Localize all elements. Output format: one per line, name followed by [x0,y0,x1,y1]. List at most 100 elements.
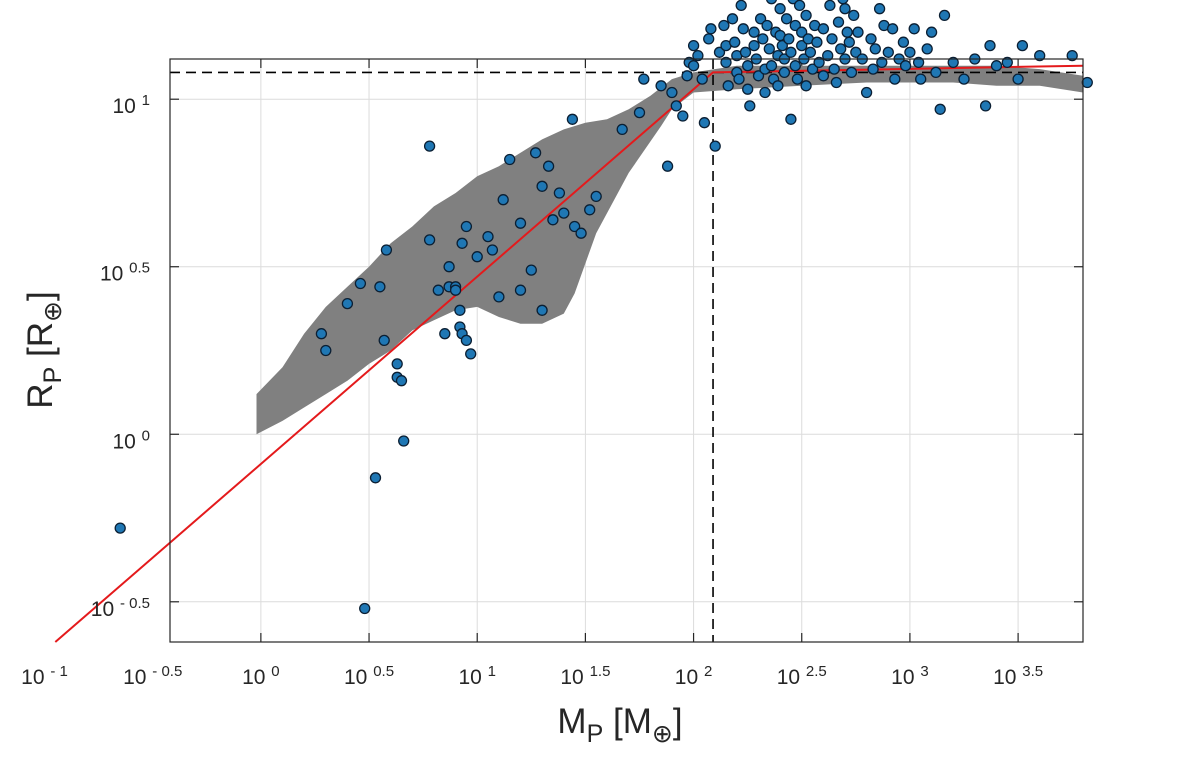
data-point [737,23,749,35]
data-point [553,187,566,199]
data-point [536,304,548,316]
y-tick-exponent: 0 [142,427,150,444]
data-point [839,3,851,15]
data-point [793,0,806,12]
grid-lines [170,59,1083,642]
y-tick-base: 10 [112,95,141,118]
y-axis-label: RP [R⊕] [21,291,67,408]
data-point [341,297,354,310]
data-point [584,204,596,216]
y-tick-label: 10 0 [112,427,150,453]
data-point [320,344,332,357]
data-point [759,86,771,99]
data-point [748,26,760,38]
data-point [471,251,483,263]
y-tick-label: 10 1 [112,92,150,118]
data-point [454,304,466,316]
data-point [889,73,901,85]
data-point [482,230,494,243]
y-axis-label-close: ] [21,291,60,301]
x-tick-label: 10 3.5 [993,663,1043,689]
data-point [766,0,777,5]
data-point [661,160,674,172]
x-tick-label: 10 1.5 [560,663,610,689]
data-point [754,13,767,25]
data-point [698,117,711,129]
data-point [791,73,804,85]
data-point [824,0,836,12]
x-tick-base: 10 [344,666,373,689]
data-point [785,46,797,58]
data-point [514,217,527,229]
data-point [703,33,715,45]
data-point [465,348,477,360]
data-point [378,334,390,347]
data-point [852,26,864,38]
data-point [443,261,455,273]
data-point [826,33,838,45]
data-point [990,60,1003,72]
data-point [742,83,754,95]
x-tick-exponent: 2.5 [806,663,827,680]
data-point [1012,73,1024,85]
x-tick-label: 10 3 [891,663,929,689]
data-point [744,100,756,112]
data-point [1034,49,1046,62]
x-tick-label: 10 2 [675,663,713,689]
data-point [398,435,410,447]
data-point [733,73,745,85]
data-point [835,43,847,55]
data-point [460,220,473,233]
data-point [841,26,853,38]
data-point [757,33,769,45]
data-point [921,43,933,55]
data-point [735,0,747,12]
data-point [899,60,912,72]
data-point [850,46,862,58]
y-axis-label-unit: [R [21,322,60,367]
data-point [718,19,730,32]
fit-line [54,64,1084,643]
data-point [904,46,916,58]
data-point [778,66,791,79]
data-point [761,19,773,32]
y-tick-label: 10 0.5 [100,260,150,286]
data-point [493,291,505,303]
data-point [832,16,845,28]
y-tick-labels: 10 - 0.510 010 0.510 1 [91,92,150,621]
data-point [713,46,726,58]
x-tick-label: 10 0 [242,663,280,689]
data-point [456,237,468,249]
y-axis-label-main: R [21,383,60,408]
data-point [359,602,371,615]
data-point [947,56,959,69]
data-point [837,0,849,5]
data-point [867,63,879,75]
model-band [256,65,1083,435]
x-axis-label: MP [M⊕] [557,702,682,748]
data-point [765,60,778,72]
y-tick-base: 10 [91,598,120,621]
data-point [789,60,801,72]
y-tick-label: 10 - 0.5 [91,595,150,621]
data-point [423,234,436,246]
data-point [638,73,650,85]
model-band-group [256,65,1083,435]
data-point [633,106,646,119]
data-point [666,86,678,99]
data-point [722,80,734,92]
data-point [423,140,436,152]
data-point [804,46,817,58]
data-point [774,3,786,15]
data-point [882,46,894,58]
data-point [395,375,408,387]
data-point [504,153,516,166]
x-axis-label-main: M [557,702,586,741]
data-point [616,123,628,136]
data-point [958,73,970,85]
data-point [865,33,877,45]
data-point [915,73,927,85]
data-point [843,36,855,48]
data-point [925,26,938,38]
